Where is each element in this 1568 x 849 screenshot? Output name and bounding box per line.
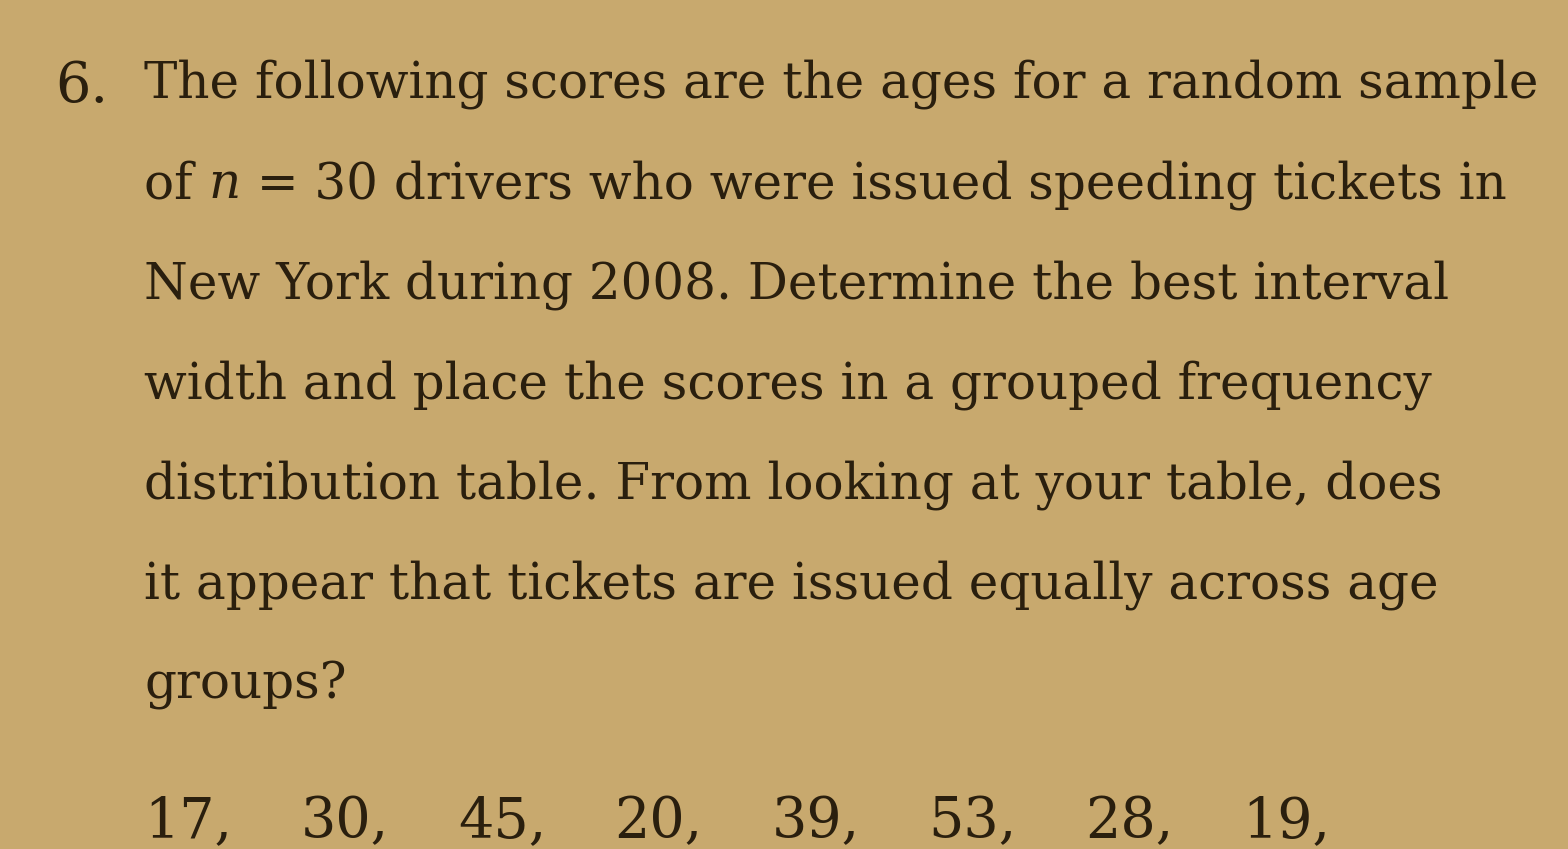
Text: 30,: 30,	[301, 795, 389, 849]
Text: = 30 drivers who were issued speeding tickets in: = 30 drivers who were issued speeding ti…	[241, 160, 1507, 210]
Text: New York during 2008. Determine the best interval: New York during 2008. Determine the best…	[144, 260, 1449, 310]
Text: of: of	[144, 160, 209, 209]
Text: distribution table. From looking at your table, does: distribution table. From looking at your…	[144, 460, 1443, 510]
Text: 45,: 45,	[458, 795, 546, 849]
Text: it appear that tickets are issued equally across age: it appear that tickets are issued equall…	[144, 560, 1439, 610]
Text: 17,: 17,	[144, 795, 232, 849]
Text: n: n	[209, 160, 241, 209]
Text: 19,: 19,	[1242, 795, 1330, 849]
Text: 28,: 28,	[1085, 795, 1173, 849]
Text: 53,: 53,	[928, 795, 1016, 849]
Text: width and place the scores in a grouped frequency: width and place the scores in a grouped …	[144, 360, 1432, 410]
Text: 20,: 20,	[615, 795, 702, 849]
Text: 6.: 6.	[55, 59, 108, 114]
Text: groups?: groups?	[144, 661, 347, 710]
Text: The following scores are the ages for a random sample: The following scores are the ages for a …	[144, 59, 1538, 110]
Text: 39,: 39,	[771, 795, 859, 849]
